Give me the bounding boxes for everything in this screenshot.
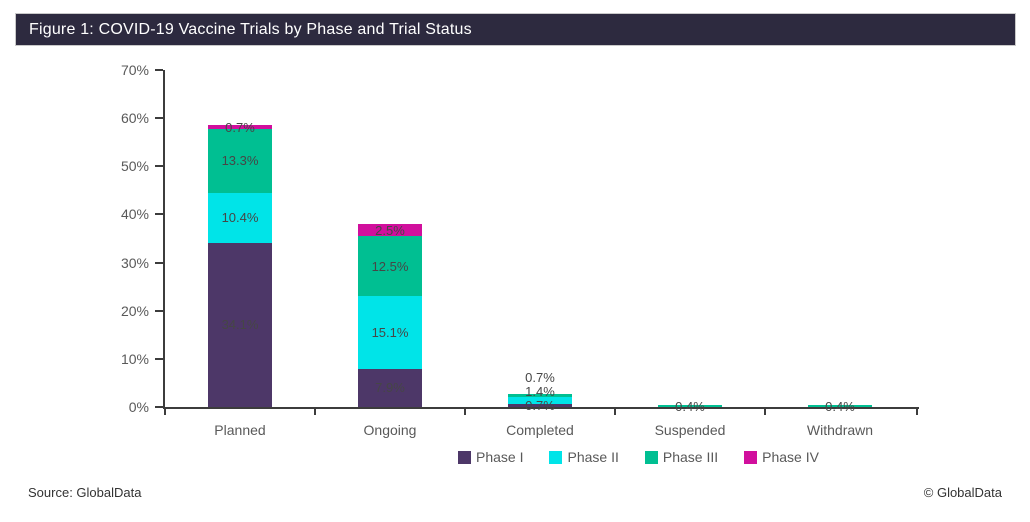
bar-segment-phase-iii — [208, 128, 272, 193]
legend-item-phase-iii: Phase III — [644, 449, 719, 465]
copyright-text: © GlobalData — [923, 485, 1002, 500]
legend-label: Phase IV — [762, 449, 819, 465]
bar-segment-phase-i — [508, 403, 572, 407]
chart-legend: Phase I Phase II Phase III Phase IV — [458, 449, 819, 465]
bar-value-label: 1.4% — [525, 383, 555, 399]
x-category-label: Completed — [506, 422, 574, 438]
x-axis-line — [163, 407, 919, 409]
x-axis-tick — [314, 408, 316, 415]
y-axis-tick — [155, 165, 163, 168]
legend-item-phase-i: Phase I — [458, 449, 523, 465]
x-category-label: Withdrawn — [806, 422, 874, 438]
y-axis-line — [163, 70, 165, 409]
bar-value-label: 34.1% — [221, 317, 259, 333]
bar-value-label: 7.9% — [375, 380, 405, 396]
legend-item-phase-iv: Phase IV — [744, 449, 819, 465]
bar-value-label: 0.7% — [225, 119, 255, 135]
y-axis-tick — [155, 406, 163, 408]
x-axis-tick — [614, 408, 616, 415]
bar-segment-phase-iii — [808, 405, 872, 407]
legend-swatch-icon — [458, 450, 471, 464]
source-text: Source: GlobalData — [28, 485, 142, 500]
legend-swatch-icon — [744, 450, 758, 464]
x-category-label: Planned — [214, 422, 266, 438]
y-axis-tick-label: 10% — [120, 350, 149, 367]
legend-label: Phase III — [662, 449, 719, 465]
y-axis-tick — [155, 309, 163, 312]
y-axis-tick-label: 0% — [128, 399, 149, 415]
bar-segment-phase-i — [358, 368, 422, 407]
bar-segment-phase-i — [208, 242, 272, 407]
bar-value-label: 13.3% — [221, 153, 259, 169]
bar-segment-phase-iii — [358, 236, 422, 297]
x-category-label: Ongoing — [363, 422, 417, 438]
legend-swatch-icon — [644, 450, 658, 464]
bar-value-label: 15.1% — [371, 325, 409, 341]
y-axis-tick-label: 70% — [120, 62, 149, 78]
bar-value-label: 0.4% — [675, 398, 705, 414]
y-axis-tick-label: 60% — [120, 110, 149, 127]
legend-swatch-icon — [549, 450, 563, 464]
y-axis-tick-label: 50% — [120, 158, 149, 175]
legend-label: Phase I — [476, 449, 524, 465]
y-axis-tick — [155, 213, 163, 216]
x-axis-tick — [764, 408, 766, 415]
legend-item-phase-ii: Phase II — [549, 449, 619, 465]
x-axis-tick — [916, 408, 918, 415]
y-axis-tick-label: 40% — [120, 206, 149, 223]
bar-segment-phase-iii — [658, 405, 722, 407]
legend-label: Phase II — [567, 449, 619, 465]
y-axis-tick-label: 20% — [120, 302, 149, 319]
figure-title-bar: Figure 1: COVID-19 Vaccine Trials by Pha… — [15, 13, 1016, 46]
x-category-label: Suspended — [654, 422, 726, 438]
bar-value-label: 2.5% — [375, 222, 405, 238]
y-axis-tick-label: 30% — [120, 254, 149, 271]
y-axis-tick — [155, 117, 163, 120]
bar-value-label: 0.4% — [825, 398, 855, 414]
bar-value-label: 0.7% — [525, 369, 555, 385]
y-axis-tick — [155, 357, 163, 360]
bar-segment-phase-iv — [208, 125, 272, 129]
bar-segment-phase-ii — [508, 396, 572, 404]
bar-value-label: 0.7% — [525, 397, 555, 413]
x-axis-tick — [464, 408, 466, 415]
x-axis-tick — [164, 408, 166, 415]
bar-segment-phase-iv — [358, 224, 422, 237]
figure-title: Figure 1: COVID-19 Vaccine Trials by Pha… — [29, 20, 472, 38]
bar-segment-phase-ii — [208, 192, 272, 243]
y-axis-tick — [155, 261, 163, 264]
y-axis-tick — [155, 69, 163, 71]
bar-value-label: 10.4% — [221, 210, 259, 226]
bar-segment-phase-iii — [508, 393, 572, 397]
bar-segment-phase-ii — [358, 296, 422, 369]
bar-value-label: 12.5% — [371, 258, 409, 274]
